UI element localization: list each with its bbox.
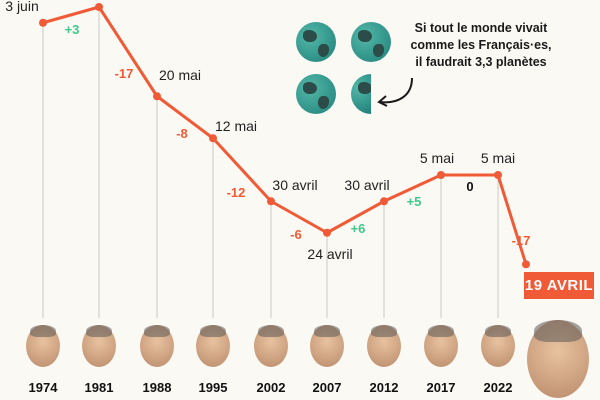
- earth-globe-icon: [296, 22, 336, 62]
- president-portrait: [424, 325, 458, 367]
- date-label: 5 mai: [481, 150, 515, 166]
- data-point: [209, 134, 217, 143]
- president-portrait: [140, 325, 174, 367]
- date-label: 5 mai: [420, 150, 454, 166]
- callout-line-2: comme les Français·es,: [410, 38, 552, 52]
- data-point: [153, 92, 161, 101]
- year-label: 2012: [370, 380, 399, 395]
- delta-label: +5: [407, 194, 422, 209]
- earth-globe-icon: [351, 22, 391, 62]
- election-date-badge: 19 AVRIL: [524, 272, 594, 299]
- date-label: 30 avril: [272, 177, 317, 193]
- year-label: 2017: [427, 380, 456, 395]
- delta-label: -8: [176, 126, 188, 141]
- president-portrait: [481, 325, 515, 367]
- year-label: 1995: [199, 380, 228, 395]
- callout-line-1: Si tout le monde vivait: [414, 21, 548, 35]
- curved-arrow-icon: [377, 77, 413, 107]
- year-label: 1974: [29, 380, 59, 395]
- data-point: [95, 3, 103, 11]
- earth-globe-half-icon: [351, 74, 371, 114]
- callout-line-3: il faudrait 3,3 planètes: [415, 55, 547, 69]
- series-line: [42, 5, 528, 265]
- president-portrait-current: [527, 320, 589, 398]
- delta-label: -6: [290, 227, 302, 242]
- date-label: 24 avril: [307, 246, 352, 262]
- year-label: 1981: [85, 380, 114, 395]
- year-label: 2022: [484, 380, 513, 395]
- delta-label: -17: [512, 233, 531, 248]
- date-label: 3 juin: [5, 0, 38, 14]
- delta-label: 0: [466, 179, 473, 194]
- delta-label: -17: [115, 66, 134, 81]
- date-label: 12 mai: [215, 118, 257, 134]
- year-label: 1988: [143, 380, 172, 395]
- year-label: 2002: [257, 380, 286, 395]
- date-label: 30 avril: [344, 177, 389, 193]
- data-point: [39, 18, 47, 27]
- president-portrait: [196, 325, 230, 367]
- earth-globe-icon: [296, 74, 336, 114]
- president-portrait: [254, 325, 288, 367]
- data-point: [494, 171, 502, 179]
- data-point: [522, 260, 530, 269]
- data-point: [380, 197, 388, 206]
- president-portrait: [82, 325, 116, 367]
- president-portrait: [310, 325, 344, 367]
- data-point: [437, 171, 445, 179]
- planets-callout: Si tout le monde vivait comme les França…: [392, 20, 570, 71]
- delta-label: +3: [65, 22, 80, 37]
- president-portrait: [26, 325, 60, 367]
- president-portrait: [367, 325, 401, 367]
- earth-icons-group: [296, 22, 396, 122]
- delta-label: +6: [351, 221, 366, 236]
- delta-label: -12: [227, 185, 246, 200]
- data-point: [267, 197, 275, 206]
- year-label: 2007: [313, 380, 342, 395]
- date-label: 20 mai: [159, 67, 201, 83]
- data-point: [323, 228, 331, 237]
